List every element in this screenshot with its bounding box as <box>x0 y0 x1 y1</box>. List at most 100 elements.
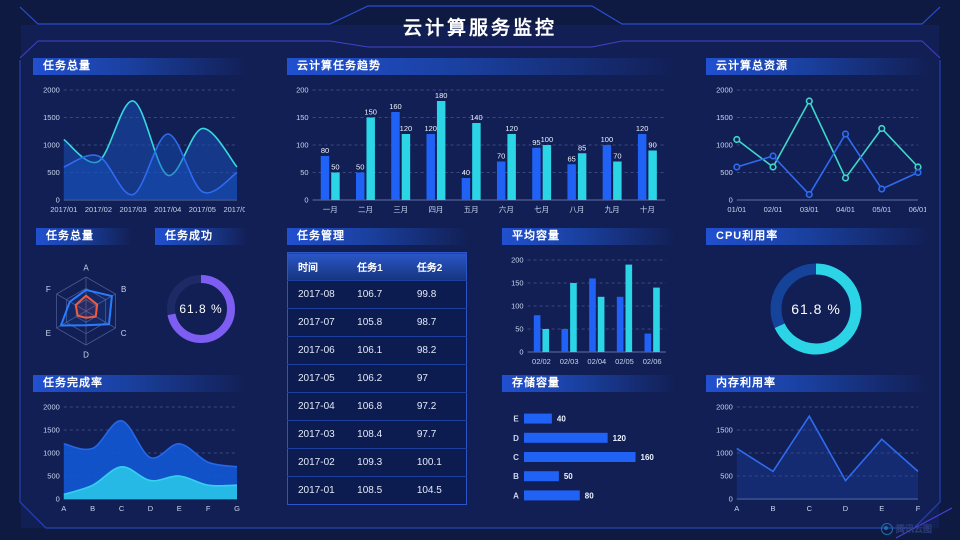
panel-title-bar: CPU利用率 <box>706 228 926 245</box>
panel-title-text: 存储容量 <box>512 377 560 389</box>
table-cell: 2017-07 <box>287 308 348 337</box>
svg-text:70: 70 <box>613 152 621 161</box>
panel-title-text: 任务管理 <box>297 230 345 242</box>
table-row: 2017-04 106.8 97.2 <box>287 392 467 421</box>
brand-text: 腾讯云图 <box>895 524 932 534</box>
svg-text:150: 150 <box>511 279 524 288</box>
table-row: 2017-01 108.5 104.5 <box>287 476 467 505</box>
total-resources-line-chart: 0 500 1000 1500 2000 01/01 02/01 03/01 04/01 05/0… <box>706 80 927 216</box>
table-cell: 2017-02 <box>287 448 348 477</box>
storage-hbar-chart: E 40 D 120 C 160 B 50 A 80 <box>502 397 674 515</box>
svg-text:500: 500 <box>47 168 60 177</box>
table-row: 2017-07 105.8 98.7 <box>287 308 467 337</box>
svg-text:九月: 九月 <box>605 205 620 214</box>
svg-text:120: 120 <box>400 124 413 133</box>
svg-text:100: 100 <box>511 302 524 311</box>
task-management-table: 时间 任务1 任务2 2017-08 106.7 99.8 2017-07 105.8 98.7… <box>287 252 467 505</box>
page-title: 云计算服务监控 <box>402 18 557 39</box>
table-row: 2017-05 106.2 97 <box>287 364 467 393</box>
table-cell: 106.2 <box>347 364 407 393</box>
svg-text:1500: 1500 <box>716 113 733 122</box>
panel-task-total-trend: 任务总量 0 500 1000 1500 2000 2017/01 2017/02 2017/… <box>33 58 251 216</box>
svg-text:C: C <box>807 504 813 513</box>
cpu-usage-value: 61.8 % <box>791 301 841 317</box>
table-cell: 2017-04 <box>287 392 348 421</box>
svg-text:2000: 2000 <box>716 86 733 95</box>
svg-text:95: 95 <box>532 138 540 147</box>
svg-text:160: 160 <box>641 453 655 462</box>
panel-title-bar: 任务完成率 <box>33 375 245 392</box>
svg-text:40: 40 <box>557 415 566 424</box>
table-cell: 109.3 <box>347 448 407 477</box>
table-cell: 108.4 <box>347 420 407 449</box>
svg-text:1500: 1500 <box>43 113 60 122</box>
svg-text:120: 120 <box>505 124 518 133</box>
svg-text:80: 80 <box>585 491 594 500</box>
svg-text:A: A <box>513 491 519 500</box>
task-success-value: 61.8 % <box>179 302 223 316</box>
table-cell: 108.5 <box>347 476 407 505</box>
svg-text:85: 85 <box>578 143 586 152</box>
svg-text:2017/02: 2017/02 <box>85 205 112 214</box>
svg-text:500: 500 <box>720 472 733 481</box>
svg-text:140: 140 <box>470 113 483 122</box>
svg-text:0: 0 <box>56 196 60 205</box>
svg-text:五月: 五月 <box>464 205 479 214</box>
panel-title-bar: 云计算总资源 <box>706 58 926 75</box>
svg-text:50: 50 <box>515 325 523 334</box>
svg-text:150: 150 <box>296 113 309 122</box>
svg-text:C: C <box>121 329 127 338</box>
table-cell: 98.7 <box>406 308 467 337</box>
avg-capacity-bar-chart: 0 50 100 150 200 02/02 02/03 02/04 02/05 02/06 <box>502 250 674 368</box>
panel-memory-usage: 内存利用率 0 500 1000 1500 2000 A B C D E F <box>706 375 926 515</box>
svg-text:500: 500 <box>47 472 60 481</box>
svg-text:C: C <box>119 504 125 513</box>
svg-text:D: D <box>843 504 849 513</box>
svg-text:2017/01: 2017/01 <box>50 205 77 214</box>
svg-text:B: B <box>90 504 95 513</box>
brand-logo: 腾讯云图 <box>880 522 932 535</box>
panel-title-text: CPU利用率 <box>716 230 779 242</box>
svg-text:G: G <box>234 504 240 513</box>
panel-total-resources: 云计算总资源 0 500 1000 1500 2000 01/01 02/01 03/01 04… <box>706 58 927 216</box>
svg-text:02/06: 02/06 <box>643 357 662 366</box>
table-cell: 2017-01 <box>287 476 348 505</box>
table-cell: 97.2 <box>406 392 467 421</box>
svg-text:1000: 1000 <box>716 449 733 458</box>
table-cell: 98.2 <box>406 336 467 365</box>
svg-text:A: A <box>734 504 739 513</box>
panel-title-bar: 存储容量 <box>502 375 674 392</box>
svg-text:2017/03: 2017/03 <box>120 205 147 214</box>
panel-title-text: 平均容量 <box>512 230 560 242</box>
svg-text:04/01: 04/01 <box>836 205 855 214</box>
svg-text:200: 200 <box>511 256 524 265</box>
svg-text:四月: 四月 <box>428 205 443 214</box>
svg-text:65: 65 <box>567 154 575 163</box>
table-row: 2017-02 109.3 100.1 <box>287 448 467 477</box>
svg-text:2017/06: 2017/06 <box>223 205 245 214</box>
svg-text:2000: 2000 <box>43 403 60 412</box>
panel-title-bar: 平均容量 <box>502 228 674 245</box>
svg-text:0: 0 <box>519 348 523 357</box>
panel-title-bar: 任务管理 <box>287 228 467 245</box>
svg-text:0: 0 <box>729 495 733 504</box>
svg-text:F: F <box>206 504 211 513</box>
task-trend-bar-chart: 0 50 100 150 200 一月 二月 三月 四月 五月 六月 七月 八月 九月 十月 80 50 160 1… <box>287 80 673 216</box>
svg-text:F: F <box>46 285 51 294</box>
svg-text:1000: 1000 <box>716 141 733 150</box>
svg-text:D: D <box>148 504 154 513</box>
svg-text:80: 80 <box>321 146 329 155</box>
table-cell: 100.1 <box>406 448 467 477</box>
svg-text:02/01: 02/01 <box>764 205 783 214</box>
svg-text:一月: 一月 <box>323 205 338 214</box>
svg-text:100: 100 <box>601 135 614 144</box>
brand-logo-icon <box>880 522 893 535</box>
table-cell: 99.8 <box>406 280 467 309</box>
svg-text:40: 40 <box>462 168 470 177</box>
svg-text:0: 0 <box>729 196 733 205</box>
panel-title-text: 任务成功 <box>165 230 213 242</box>
table-cell: 2017-08 <box>287 280 348 309</box>
svg-text:100: 100 <box>296 141 309 150</box>
panel-completion-rate: 任务完成率 0 500 1000 1500 2000 A B C D E F G <box>33 375 245 515</box>
table-cell: 2017-05 <box>287 364 348 393</box>
